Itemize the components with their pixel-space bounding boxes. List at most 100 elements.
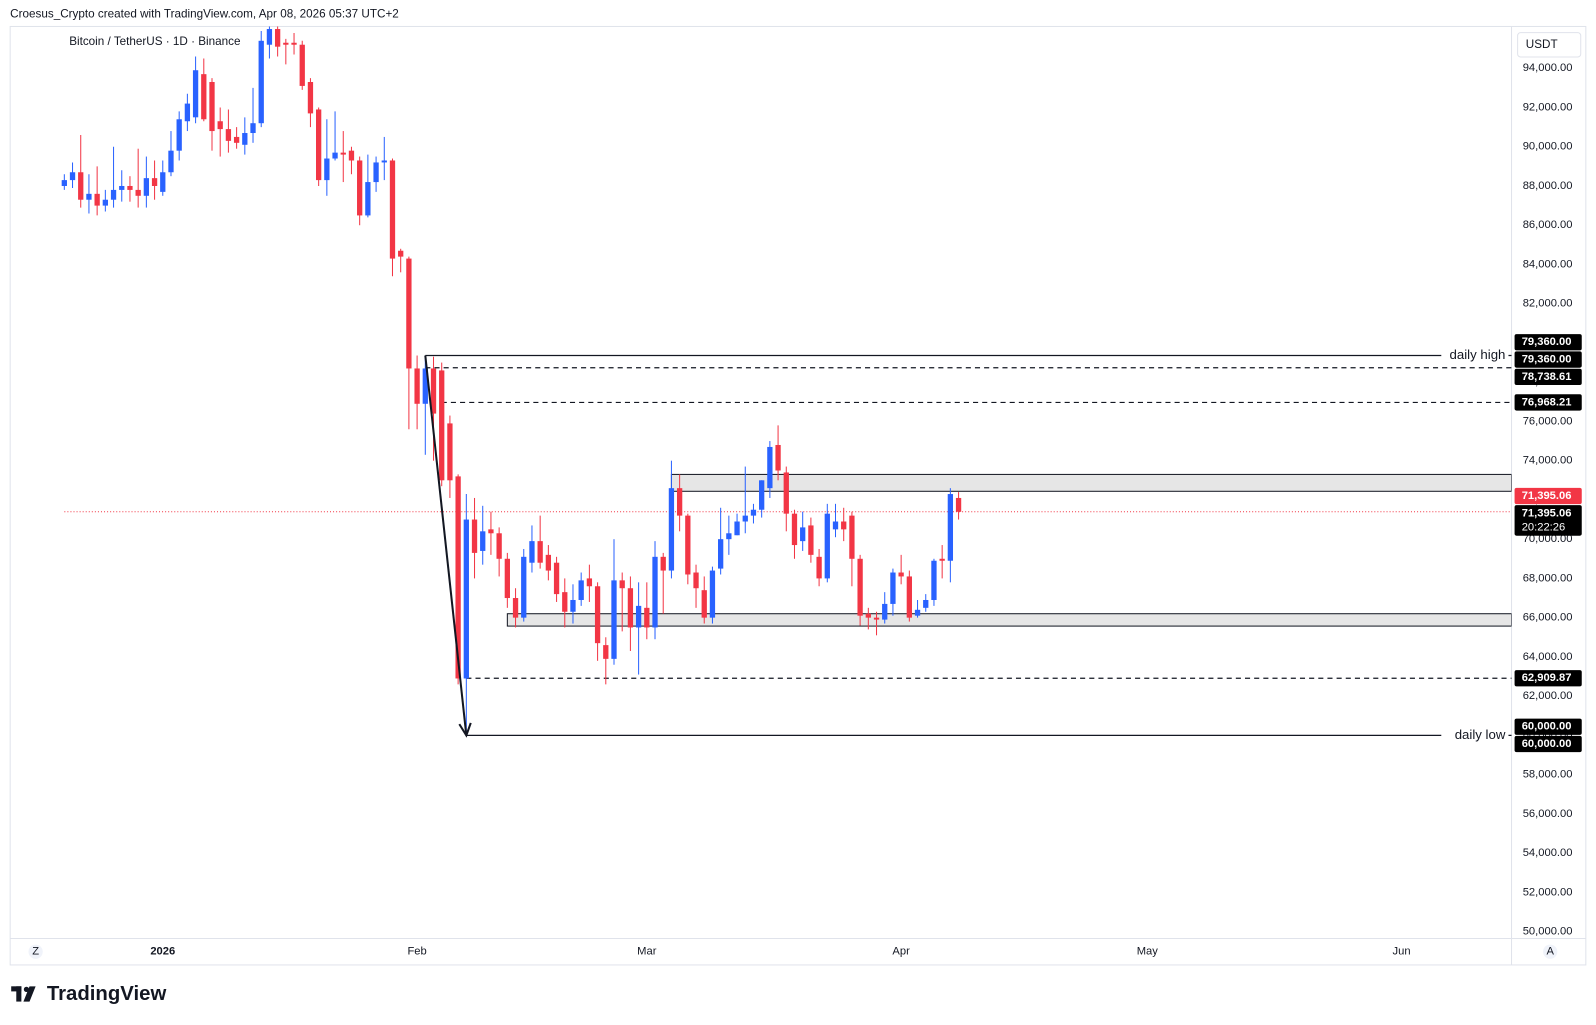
candle-body [283, 42, 289, 45]
candle-body [890, 572, 896, 604]
candle-body [562, 592, 568, 612]
candle-body [718, 539, 724, 569]
candle-body [463, 519, 469, 679]
candle-body [365, 182, 371, 216]
candle-body [151, 178, 158, 186]
candle-body [307, 82, 314, 114]
candle-body [865, 613, 871, 618]
candle-body [841, 521, 847, 530]
level-label-bg [1441, 727, 1509, 744]
candle-body [553, 562, 560, 595]
x-tick-label: Apr [892, 946, 910, 958]
candle-body [791, 513, 798, 546]
candle-body [824, 513, 830, 579]
candle-body [742, 515, 748, 522]
price-label-box [1514, 735, 1582, 753]
candle-body [512, 598, 519, 618]
countdown: 20:22:26 [1522, 522, 1566, 534]
candle-body [439, 370, 445, 481]
candle-body [430, 368, 437, 414]
x-tick-label: Feb [407, 946, 426, 958]
zoom-label[interactable]: Z [32, 946, 39, 958]
logo-stem [16, 986, 22, 1002]
price-label-box [1514, 718, 1582, 735]
candle-body [635, 605, 642, 628]
candle-body [398, 250, 404, 257]
candle-body [78, 172, 84, 200]
price-label: 71,395.06 [1522, 490, 1572, 502]
candle-body [759, 480, 765, 510]
candle-body [775, 444, 781, 471]
candle-body [750, 509, 757, 516]
currency-box[interactable] [1517, 32, 1582, 58]
y-tick-label: 84,000.00 [1523, 258, 1573, 270]
logo-slash [23, 986, 36, 1002]
currency[interactable]: USDT [1526, 38, 1558, 51]
y-tick-label: 62,000.00 [1523, 690, 1573, 702]
price-label: 60,000.00 [1522, 721, 1572, 733]
zone [670, 473, 1512, 492]
candle-body [849, 515, 855, 559]
x-tick-label: May [1137, 946, 1159, 958]
x-tick-label: Mar [637, 946, 657, 958]
candle-body [882, 603, 888, 620]
candle-body [69, 172, 76, 181]
candle-body [160, 172, 166, 192]
credit: Croesus_Crypto created with TradingView.… [10, 7, 399, 20]
arrow-line [424, 355, 468, 736]
y-tick-label: 50,000.00 [1523, 926, 1573, 938]
brand-logo [11, 986, 36, 1002]
auto-label[interactable]: A [1546, 946, 1554, 958]
y-tick-label: 76,000.00 [1523, 415, 1573, 427]
candle-body [955, 497, 962, 512]
price-label-box [1514, 394, 1582, 411]
candle-body [61, 180, 67, 186]
candle-body [594, 586, 601, 644]
auto-button[interactable] [1543, 944, 1558, 959]
candle-body [701, 590, 707, 618]
candle-body [709, 570, 716, 618]
candle-body [201, 74, 207, 120]
candle-body [348, 150, 355, 161]
candle-body [627, 588, 634, 628]
candle-body [176, 119, 182, 151]
y-tick-label: 90,000.00 [1523, 141, 1573, 153]
level-label-bg [1441, 347, 1509, 364]
candle-body [316, 109, 322, 181]
candle-body [381, 160, 387, 163]
candle-body [225, 129, 232, 141]
zoom-button[interactable] [28, 944, 43, 959]
candle-body [808, 525, 814, 555]
price-label-box [1514, 334, 1582, 351]
y-tick-label: 58,000.00 [1523, 769, 1573, 781]
price-label-box [1514, 670, 1582, 687]
logo-bar [11, 986, 22, 992]
candle-body [668, 488, 675, 571]
price-label-box [1514, 368, 1582, 386]
y-tick-label: 86,000.00 [1523, 219, 1573, 231]
candle-body [676, 488, 683, 516]
candle-body [340, 152, 346, 155]
candle-body [521, 556, 527, 618]
candle-body [529, 541, 535, 563]
candle-body [914, 609, 921, 616]
candle-body [258, 40, 264, 124]
candle-body [266, 29, 273, 45]
candle-body [127, 185, 133, 190]
candle-body [110, 189, 117, 200]
candle-body [644, 607, 650, 628]
candle-body [586, 578, 593, 587]
candle-body [898, 572, 904, 577]
y-tick-label: 70,000.00 [1523, 533, 1573, 545]
candle-body [119, 185, 125, 190]
candle-body [537, 541, 543, 563]
candle-body [726, 533, 732, 540]
candle-body [783, 472, 789, 514]
candle-body [102, 199, 108, 206]
x-tick-label: Jun [1393, 946, 1411, 958]
price-label: 71,395.06 [1522, 507, 1572, 519]
price-label: 79,360.00 [1522, 354, 1572, 366]
candle-body [939, 558, 945, 561]
candle-body [660, 556, 666, 571]
candle-body [931, 560, 937, 600]
